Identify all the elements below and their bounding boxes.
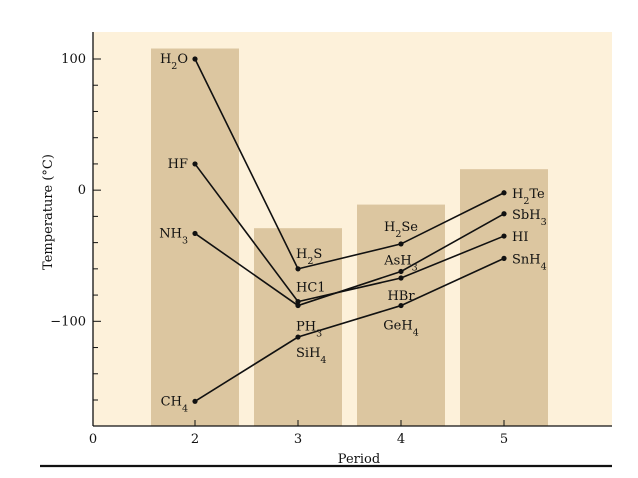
y-tick-label: 0 <box>78 183 86 198</box>
data-point <box>295 334 301 340</box>
series-points <box>192 56 507 404</box>
axes: 100 0 −100 0 2 3 4 5 <box>40 32 612 468</box>
data-point <box>192 56 198 62</box>
data-point <box>501 211 507 217</box>
data-point <box>295 302 301 309</box>
formula-label: HI <box>512 230 528 245</box>
y-tick-label: 100 <box>61 52 86 67</box>
data-point <box>295 266 301 272</box>
formula-label: SnH4 <box>512 252 547 272</box>
formula-label: SbH3 <box>512 208 547 228</box>
point-labels: H2O HF NH3 CH4 H2S HC1 PH3 SiH4 H2Se AsH3 HBr GeH4 H… <box>159 52 546 414</box>
series-lines <box>194 58 505 402</box>
background-bar-period-2 <box>151 48 239 426</box>
series-line <box>194 163 505 303</box>
data-point <box>192 398 198 404</box>
formula-label: CH4 <box>161 394 188 414</box>
formula-label: AsH3 <box>383 253 417 273</box>
formula-label: PH3 <box>296 320 322 340</box>
formula-label: NH3 <box>159 226 188 246</box>
formula-label: GeH4 <box>383 319 418 339</box>
data-point <box>398 275 404 281</box>
y-axis-title: Temperature (°C) <box>41 154 56 270</box>
formula-label: HBr <box>387 289 415 304</box>
data-point <box>398 268 404 275</box>
formula-label: H2Te <box>512 187 545 207</box>
x-tick-label: 5 <box>500 432 508 447</box>
x-tick-label: 0 <box>89 432 97 447</box>
formula-label: H2S <box>296 247 322 267</box>
data-point <box>295 299 301 305</box>
formula-label: H2O <box>160 52 188 72</box>
x-tick-label: 3 <box>294 432 302 447</box>
formula-label: HC1 <box>296 281 326 296</box>
formula-label: HF <box>168 157 188 172</box>
data-point <box>501 255 507 261</box>
data-point <box>192 230 198 237</box>
x-tick-label: 2 <box>191 432 199 447</box>
formula-label: SiH4 <box>296 346 326 366</box>
series-line <box>194 58 505 270</box>
data-point <box>501 233 507 239</box>
data-point <box>501 190 507 196</box>
data-point <box>192 161 198 167</box>
x-tick-label: 4 <box>397 432 405 447</box>
series-line <box>194 213 505 307</box>
formula-label: H2Se <box>384 220 418 240</box>
x-axis-title: Period <box>338 452 380 467</box>
series-line <box>194 257 505 402</box>
data-point <box>398 302 404 309</box>
y-tick-label: −100 <box>50 314 86 329</box>
data-point <box>398 241 404 247</box>
